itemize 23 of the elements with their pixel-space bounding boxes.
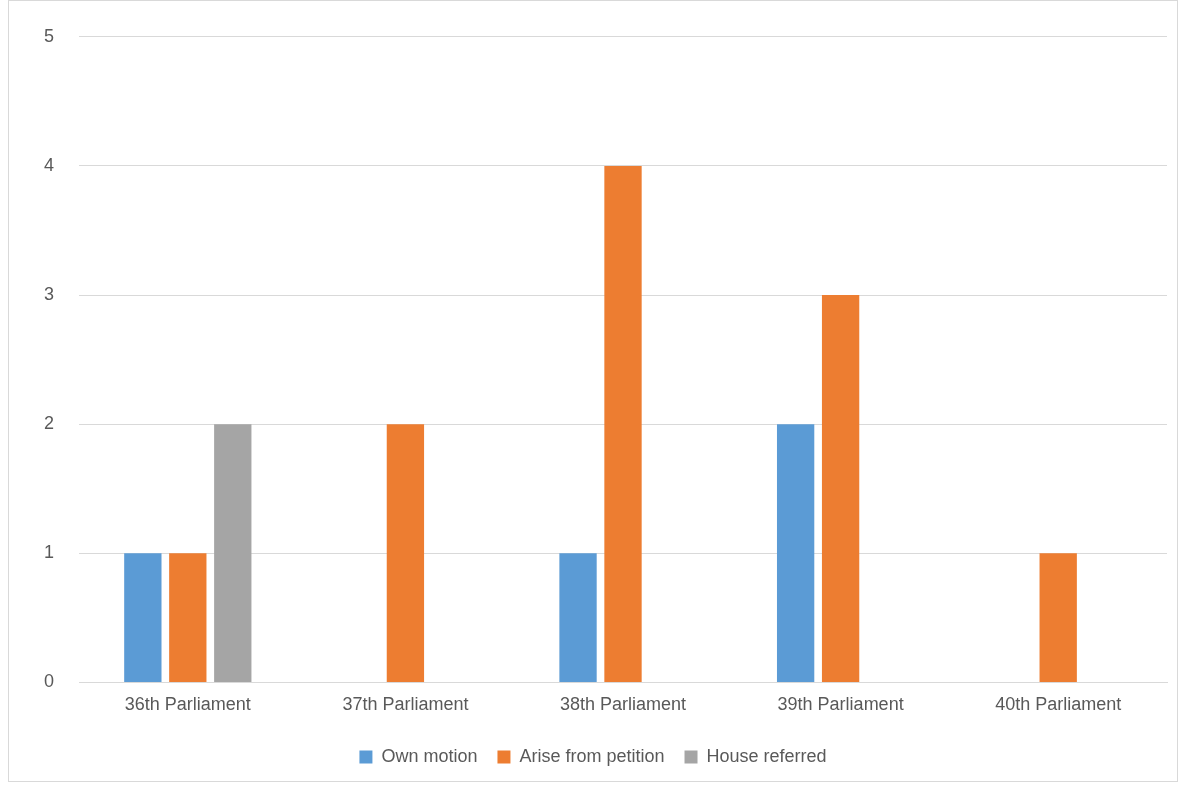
bar	[821, 295, 860, 682]
bar	[386, 424, 425, 682]
bar	[559, 553, 597, 682]
y-tick-label: 2	[44, 413, 55, 434]
x-tick-label: 36th Parliament	[124, 694, 251, 715]
y-tick-label: 1	[44, 542, 55, 563]
y-tick-label: 0	[44, 671, 55, 692]
legend-label: Own motion	[381, 745, 478, 766]
y-tick-label: 4	[44, 154, 55, 175]
bar	[124, 553, 162, 682]
bar	[1039, 553, 1077, 682]
x-tick-label: 37th Parliament	[342, 694, 469, 715]
y-tick-label: 3	[44, 284, 55, 305]
y-tick-label: 5	[44, 25, 55, 46]
bar	[214, 424, 252, 682]
bar	[169, 553, 207, 682]
x-tick-label: 40th Parliament	[995, 694, 1122, 715]
legend-label: House referred	[706, 745, 827, 766]
bar	[776, 424, 815, 682]
x-tick-label: 38th Parliament	[559, 694, 687, 715]
legend-label: Arise from petition	[519, 745, 665, 766]
x-tick-label: 39th Parliament	[777, 694, 904, 715]
bar	[604, 165, 642, 682]
